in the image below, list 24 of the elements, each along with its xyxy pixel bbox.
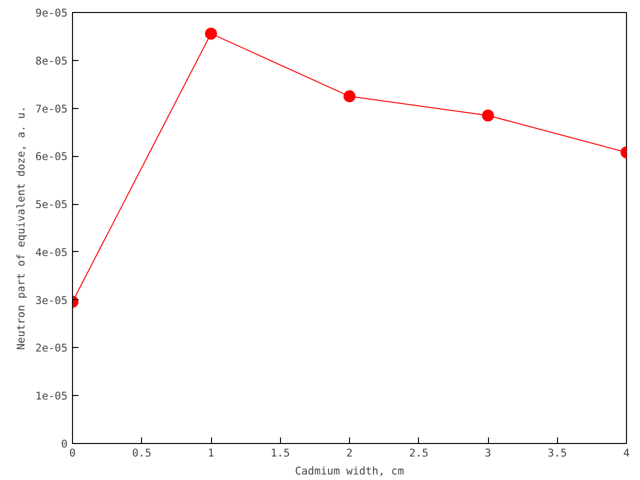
x-tick-label: 1	[208, 446, 214, 460]
y-tick-label: 5e-05	[35, 198, 68, 212]
x-tick-label: 3.5	[548, 446, 567, 460]
point	[205, 28, 217, 40]
x-tick-label: 4	[623, 446, 630, 460]
point	[482, 109, 494, 122]
y-tick-label: 9e-05	[35, 6, 68, 20]
y-axis-title: Neutron part of equivalent doze, a. u.	[14, 106, 28, 350]
x-tick-label: 0.5	[132, 446, 152, 460]
y-tick-label: 0	[61, 438, 68, 450]
y-tick-label: 3e-05	[35, 294, 68, 307]
y-tick-label: 1e-05	[35, 390, 68, 403]
x-axis-title: Cadmium width, cm	[294, 464, 404, 478]
x-tick-label: 3	[484, 446, 492, 460]
x-tick-label: 2.5	[409, 446, 428, 460]
x-tick-label: 2	[346, 446, 353, 460]
x-tick-label: 1.5	[270, 446, 290, 460]
y-tick-label: 8e-05	[35, 54, 68, 68]
y-tick-label: 6e-05	[35, 150, 68, 164]
point	[344, 90, 356, 102]
x-tick-label: 0	[69, 446, 76, 460]
y-tick-label: 4e-05	[35, 246, 68, 259]
y-tick-label: 2e-05	[35, 342, 68, 355]
y-tick-label: 7e-05	[35, 102, 68, 116]
